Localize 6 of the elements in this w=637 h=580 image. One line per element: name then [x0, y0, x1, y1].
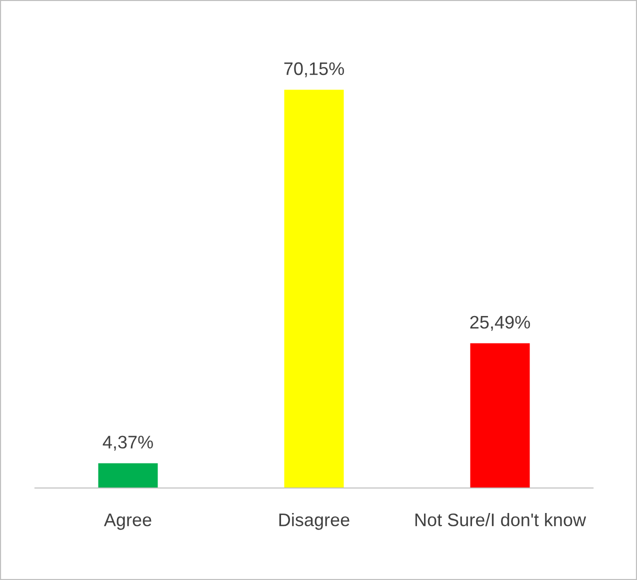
data-label: 25,49%: [470, 316, 530, 331]
data-label: 70,15%: [284, 62, 344, 78]
x-tick-label: Not Sure/I don't know: [415, 513, 586, 526]
x-tick-label: Agree: [104, 514, 152, 530]
x-tick-label: Disagree: [279, 513, 350, 530]
data-label: 4,37%: [102, 436, 153, 451]
